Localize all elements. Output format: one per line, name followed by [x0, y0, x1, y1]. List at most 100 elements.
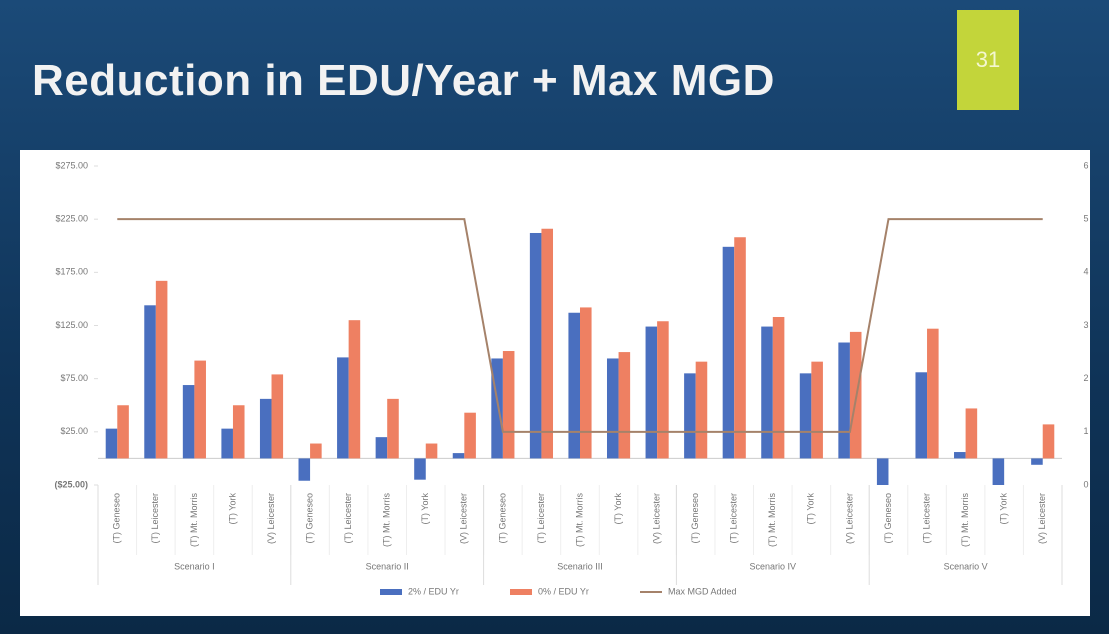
bar [452, 453, 465, 459]
bar [144, 305, 156, 459]
bar [348, 320, 361, 459]
y2-tick-label: 0 [1083, 479, 1088, 489]
bar [838, 342, 850, 459]
bar [271, 374, 284, 459]
bar [876, 458, 889, 485]
y2-tick-label: 6 [1083, 160, 1088, 170]
bar [425, 443, 438, 459]
bar [992, 458, 1005, 485]
legend-swatch [510, 589, 532, 595]
legend-swatch [380, 589, 402, 595]
legend-label: Max MGD Added [668, 586, 737, 596]
x-tick-label: (T) York [420, 493, 430, 525]
y-tick-label: $175.00 [55, 267, 88, 277]
bar [232, 405, 245, 459]
group-label: Scenario V [944, 561, 988, 571]
x-tick-label: (T) Geneseo [304, 493, 314, 544]
x-tick-label: (T) York [806, 493, 816, 525]
x-tick-label: (T) Leicester [343, 493, 353, 544]
x-tick-label: (V) Leicester [1037, 493, 1047, 544]
y2-tick-label: 2 [1083, 373, 1088, 383]
x-tick-label: (T) Leicester [921, 493, 931, 544]
x-tick-label: (T) Geneseo [690, 493, 700, 544]
y-tick-label: $25.00 [60, 426, 88, 436]
bar [414, 458, 426, 480]
bar [811, 361, 823, 459]
y-tick-label: $275.00 [55, 160, 88, 170]
bar [182, 385, 195, 459]
legend-label: 2% / EDU Yr [408, 586, 459, 596]
bar [337, 357, 349, 459]
x-tick-label: (T) York [999, 493, 1009, 525]
bar [965, 408, 978, 459]
y2-tick-label: 1 [1083, 426, 1088, 436]
bar [568, 312, 580, 459]
bar [529, 232, 542, 459]
x-tick-label: (T) Mt. Morris [382, 493, 392, 547]
bar [375, 437, 388, 459]
x-tick-label: (V) Leicester [459, 493, 469, 544]
group-label: Scenario III [557, 561, 603, 571]
bar [1031, 458, 1043, 465]
bar [927, 328, 939, 459]
bar [491, 358, 503, 459]
x-tick-label: (T) Mt. Morris [574, 493, 584, 547]
bar [606, 358, 619, 459]
bar [799, 373, 812, 459]
x-tick-label: (V) Leicester [651, 493, 661, 544]
bar [657, 321, 669, 459]
bar [772, 316, 785, 459]
chart: ($25.00) $25.00 $75.00 $125.00 $175.00 $225.0… [54, 160, 1088, 596]
bar [1042, 424, 1055, 459]
x-tick-label: (T) Geneseo [883, 493, 893, 544]
y2-tick-label: 5 [1083, 214, 1088, 224]
bar [645, 326, 658, 459]
bar [915, 372, 928, 459]
x-tick-label: (V) Leicester [266, 493, 276, 544]
y-tick-label: ($25.00) [54, 479, 88, 489]
bar [194, 360, 206, 459]
x-tick-label: (T) Geneseo [497, 493, 507, 544]
legend-label: 0% / EDU Yr [538, 586, 589, 596]
bar [155, 280, 168, 459]
bar [502, 351, 515, 459]
x-tick-label: (T) Leicester [729, 493, 739, 544]
line [117, 218, 1043, 433]
bar [387, 398, 399, 459]
group-label: Scenario IV [750, 561, 797, 571]
x-tick-label: (T) Mt. Morris [767, 493, 777, 547]
group-label: Scenario II [366, 561, 409, 571]
bar [684, 373, 696, 459]
group-label: Scenario I [174, 561, 215, 571]
bar [580, 307, 592, 459]
y2-tick-label: 3 [1083, 320, 1088, 330]
x-tick-label: (T) York [613, 493, 623, 525]
bar [695, 361, 708, 459]
bar [761, 326, 773, 459]
bar [464, 412, 476, 459]
chart-panel: ($25.00) $25.00 $75.00 $125.00 $175.00 $225.0… [20, 150, 1090, 616]
bar [298, 458, 311, 481]
slide-title: Reduction in EDU/Year + Max MGD [32, 56, 775, 105]
x-tick-label: (T) Mt. Morris [960, 493, 970, 547]
x-tick-label: (V) Leicester [844, 493, 854, 544]
bar [221, 428, 233, 459]
y-tick-label: $125.00 [55, 320, 88, 330]
x-tick-label: (T) Mt. Morris [189, 493, 199, 547]
bar [105, 428, 118, 459]
x-tick-label: (T) Leicester [536, 493, 546, 544]
y-tick-label: $75.00 [60, 373, 88, 383]
bar [954, 452, 966, 459]
bar [117, 405, 129, 459]
bar [722, 246, 735, 459]
bar [618, 352, 631, 459]
bar [541, 228, 554, 459]
bar [259, 398, 272, 459]
x-tick-label: (T) York [227, 493, 237, 525]
slide-number: 31 [957, 10, 1019, 110]
y-tick-label: $225.00 [55, 214, 88, 224]
bar [734, 237, 746, 459]
x-tick-label: (T) Geneseo [112, 493, 122, 544]
y2-tick-label: 4 [1083, 267, 1088, 277]
